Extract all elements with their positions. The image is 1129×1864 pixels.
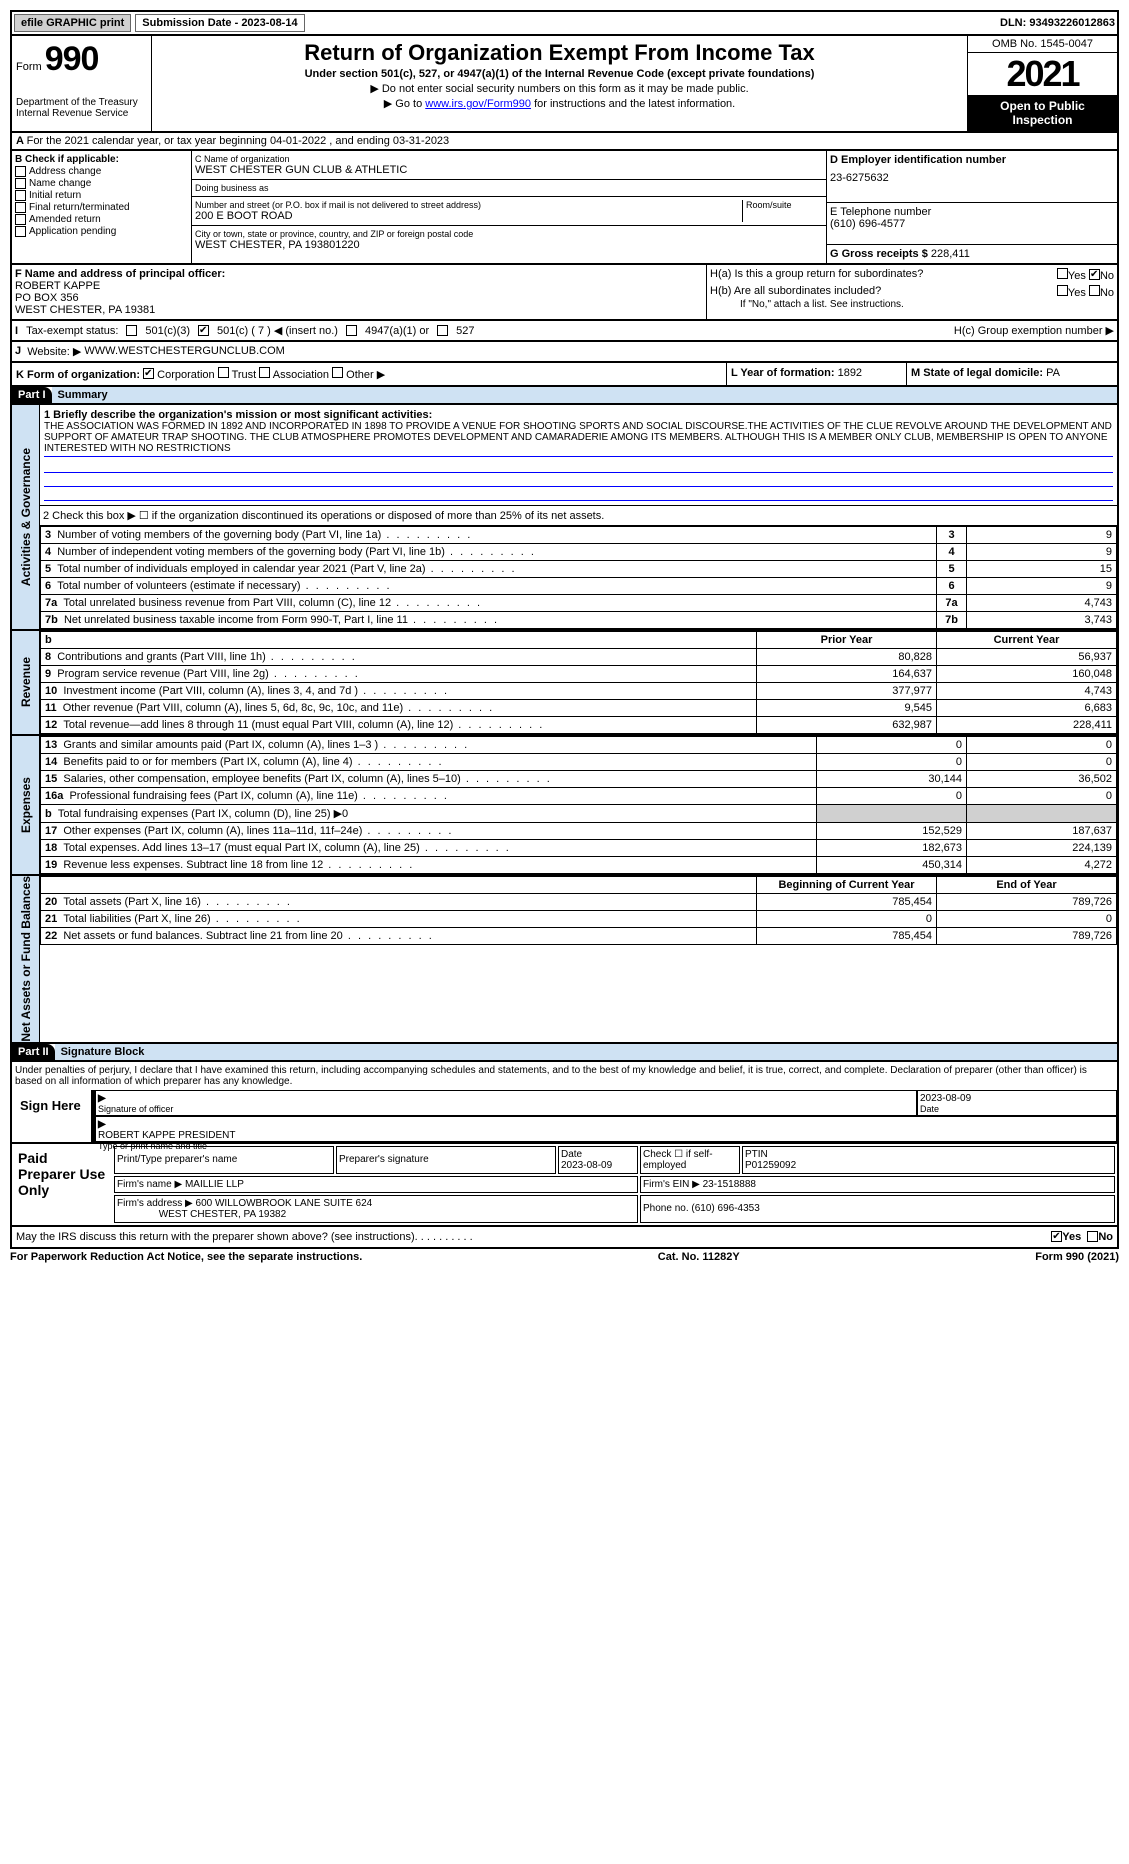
irs-link[interactable]: www.irs.gov/Form990 — [425, 98, 531, 110]
line-a: A For the 2021 calendar year, or tax yea… — [10, 133, 1119, 151]
phone: (610) 696-4577 — [830, 218, 1114, 230]
line-j: J Website: ▶ WWW.WESTCHESTERGUNCLUB.COM — [10, 342, 1119, 363]
open-public: Open to Public Inspection — [968, 95, 1117, 131]
section-net-assets: Net Assets or Fund Balances Beginning of… — [10, 876, 1119, 1044]
form-word: Form — [16, 61, 42, 73]
efile-button[interactable]: efile GRAPHIC print — [14, 14, 131, 32]
subtitle-2b: ▶ Go to www.irs.gov/Form990 for instruct… — [156, 97, 963, 110]
year-formed: 1892 — [838, 367, 862, 379]
form-header: Form 990 Department of the Treasury Inte… — [10, 36, 1119, 133]
preparer-phone: (610) 696-4353 — [691, 1203, 759, 1214]
officer-print-name: ROBERT KAPPE PRESIDENT — [98, 1130, 235, 1141]
dln: DLN: 93493226012863 — [1000, 17, 1115, 29]
sig-date: 2023-08-09 — [920, 1093, 971, 1104]
firm-ein: 23-1518888 — [703, 1179, 756, 1190]
page-title: Return of Organization Exempt From Incom… — [156, 40, 963, 66]
col-c: C Name of organizationWEST CHESTER GUN C… — [192, 151, 827, 263]
gross-receipts: 228,411 — [931, 248, 970, 260]
signature-block: Under penalties of perjury, I declare th… — [10, 1062, 1119, 1144]
part-1-header: Part I Summary — [10, 387, 1119, 405]
subtitle-1: Under section 501(c), 527, or 4947(a)(1)… — [156, 68, 963, 80]
part-2-header: Part II Signature Block — [10, 1044, 1119, 1062]
col-de: D Employer identification number23-62756… — [827, 151, 1117, 263]
topbar: efile GRAPHIC print Submission Date - 20… — [10, 10, 1119, 36]
firm-name: MAILLIE LLP — [185, 1179, 244, 1190]
tax-year: 2021 — [968, 53, 1117, 95]
ptin: P01259092 — [745, 1160, 796, 1171]
may-irs-discuss: May the IRS discuss this return with the… — [10, 1227, 1119, 1249]
omb: OMB No. 1545-0047 — [968, 36, 1117, 53]
footer: For Paperwork Reduction Act Notice, see … — [10, 1249, 1119, 1265]
mission-text: THE ASSOCIATION WAS FORMED IN 1892 AND I… — [44, 421, 1113, 457]
dept: Department of the Treasury — [16, 97, 147, 108]
state-domicile: PA — [1046, 367, 1060, 379]
col-b: B Check if applicable: Address change Na… — [12, 151, 192, 263]
block-fh: F Name and address of principal officer:… — [10, 265, 1119, 321]
section-governance: Activities & Governance 1 Briefly descri… — [10, 405, 1119, 631]
org-name: WEST CHESTER GUN CLUB & ATHLETIC — [195, 164, 823, 176]
section-revenue: Revenue bPrior YearCurrent Year8 Contrib… — [10, 631, 1119, 736]
irs: Internal Revenue Service — [16, 108, 147, 119]
col-h: H(a) Is this a group return for subordin… — [707, 265, 1117, 319]
website: WWW.WESTCHESTERGUNCLUB.COM — [84, 345, 284, 358]
officer-name: ROBERT KAPPE — [15, 280, 703, 292]
section-expenses: Expenses 13 Grants and similar amounts p… — [10, 736, 1119, 876]
line-i: I Tax-exempt status: 501(c)(3) 501(c) ( … — [10, 321, 1119, 342]
block-bcde: B Check if applicable: Address change Na… — [10, 151, 1119, 265]
submission-date: Submission Date - 2023-08-14 — [135, 14, 304, 32]
form-number: 990 — [45, 40, 99, 78]
col-f: F Name and address of principal officer:… — [12, 265, 707, 319]
city: WEST CHESTER, PA 193801220 — [195, 239, 823, 251]
paid-preparer: Paid Preparer Use Only Print/Type prepar… — [10, 1144, 1119, 1227]
line-klm: K Form of organization: Corporation Trus… — [10, 363, 1119, 387]
subtitle-2a: ▶ Do not enter social security numbers o… — [156, 82, 963, 95]
ein: 23-6275632 — [830, 172, 1114, 184]
street: 200 E BOOT ROAD — [195, 210, 739, 222]
